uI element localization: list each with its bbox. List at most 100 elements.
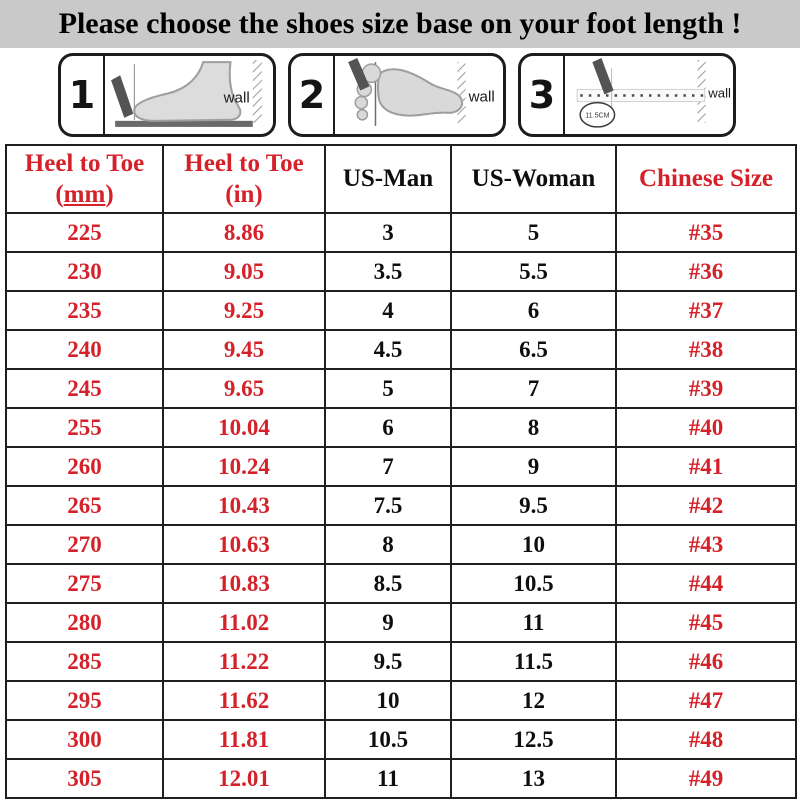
table-cell: 9 [450,446,617,487]
table-cell: 4 [324,290,452,331]
table-cell: 11 [324,758,452,799]
table-cell: 260 [5,446,164,487]
title-banner: Please choose the shoes size base on you… [0,0,800,48]
table-cell: 9.5 [450,485,617,526]
table-cell: #47 [615,680,797,721]
table-cell: 300 [5,719,164,760]
table-cell: #40 [615,407,797,448]
table-cell: 10.5 [450,563,617,604]
table-cell: 240 [5,329,164,370]
table-cell: #37 [615,290,797,331]
step-number: 1 [61,56,105,134]
table-cell: 265 [5,485,164,526]
measure-callout [579,101,616,128]
column-title: Heel to Toe [184,149,304,177]
measurement-instructions: 1 wall 2 [58,53,800,137]
table-cell: 280 [5,602,164,643]
table-row: 245 9.65 5 7 #39 [5,368,797,409]
table-cell: 6.5 [450,329,617,370]
table-cell: 6 [450,290,617,331]
ground-line [115,120,253,127]
table-cell: 235 [5,290,164,331]
pencil-icon [111,75,134,118]
table-cell: 10.04 [162,407,326,448]
table-row: 295 11.62 10 12 #47 [5,680,797,721]
table-cell: #43 [615,524,797,565]
table-row: 260 10.24 7 9 #41 [5,446,797,487]
table-cell: 10.43 [162,485,326,526]
measure-length-label: 11.5CM [585,111,609,119]
table-cell: #44 [615,563,797,604]
table-cell: 5 [450,212,617,253]
table-cell: 11.81 [162,719,326,760]
table-cell: 9.5 [324,641,452,682]
column-unit: (in) [225,181,263,208]
column-header: US-Woman [450,144,617,214]
table-cell: 12.01 [162,758,326,799]
table-row: 230 9.05 3.5 5.5 #36 [5,251,797,292]
table-row: 235 9.25 4 6 #37 [5,290,797,331]
table-cell: 9.45 [162,329,326,370]
table-cell: 245 [5,368,164,409]
table-cell: 10.24 [162,446,326,487]
table-cell: 9 [324,602,452,643]
column-title: US-Woman [471,165,596,193]
pencil-icon [592,58,614,95]
table-cell: 285 [5,641,164,682]
table-row: 270 10.63 8 10 #43 [5,524,797,565]
footprint-icon [376,68,464,117]
table-cell: 9.05 [162,251,326,292]
table-row: 265 10.43 7.5 9.5 #42 [5,485,797,526]
step-number: 3 [521,56,565,134]
column-header: Heel to Toe (in) [162,144,326,214]
table-cell: #49 [615,758,797,799]
column-title: US-Man [342,165,434,193]
table-cell: 10 [324,680,452,721]
measuring-illustration: 11.5CM wall [565,56,733,134]
column-unit: (mm) [55,181,114,208]
table-cell: 9.25 [162,290,326,331]
wall-hatch-icon [457,62,466,123]
size-chart-body: 225 8.86 3 5 #35 230 9.05 3.5 5.5 #36 235 9.25 4 6 #37… [5,212,797,799]
table-cell: 275 [5,563,164,604]
table-cell: 270 [5,524,164,565]
instruction-step-2: 2 wall [288,53,506,137]
table-cell: 225 [5,212,164,253]
column-header: US-Man [324,144,452,214]
wall-label: wall [468,89,495,106]
toe-icon [356,108,369,121]
table-row: 280 11.02 9 11 #45 [5,602,797,643]
table-cell: 10 [450,524,617,565]
column-header: Heel to Toe (mm) [5,144,164,214]
wall-label: wall [223,90,250,107]
table-cell: 7 [324,446,452,487]
page-title: Please choose the shoes size base on you… [58,7,742,40]
table-row: 255 10.04 6 8 #40 [5,407,797,448]
table-cell: 13 [450,758,617,799]
table-cell: 8 [324,524,452,565]
table-cell: 230 [5,251,164,292]
table-cell: #48 [615,719,797,760]
table-cell: 12.5 [450,719,617,760]
wall-hatch-icon [252,60,262,123]
table-cell: #35 [615,212,797,253]
table-cell: 11.62 [162,680,326,721]
size-chart-table: Heel to Toe (mm) Heel to Toe (in) US-Man US-W… [5,144,797,799]
table-cell: 12 [450,680,617,721]
table-cell: 3.5 [324,251,452,292]
step-number: 2 [291,56,335,134]
foot-side-view-illustration: wall [105,56,273,134]
table-row: 275 10.83 8.5 10.5 #44 [5,563,797,604]
pencil-icon [348,58,370,91]
foot-icon [133,61,242,122]
table-cell: 9.65 [162,368,326,409]
table-cell: 5 [324,368,452,409]
table-cell: 6 [324,407,452,448]
table-cell: 5.5 [450,251,617,292]
table-cell: #39 [615,368,797,409]
table-cell: 11.22 [162,641,326,682]
header-row: Heel to Toe (mm) Heel to Toe (in) US-Man US-W… [5,144,797,214]
table-cell: #36 [615,251,797,292]
instruction-step-1: 1 wall [58,53,276,137]
table-cell: #41 [615,446,797,487]
